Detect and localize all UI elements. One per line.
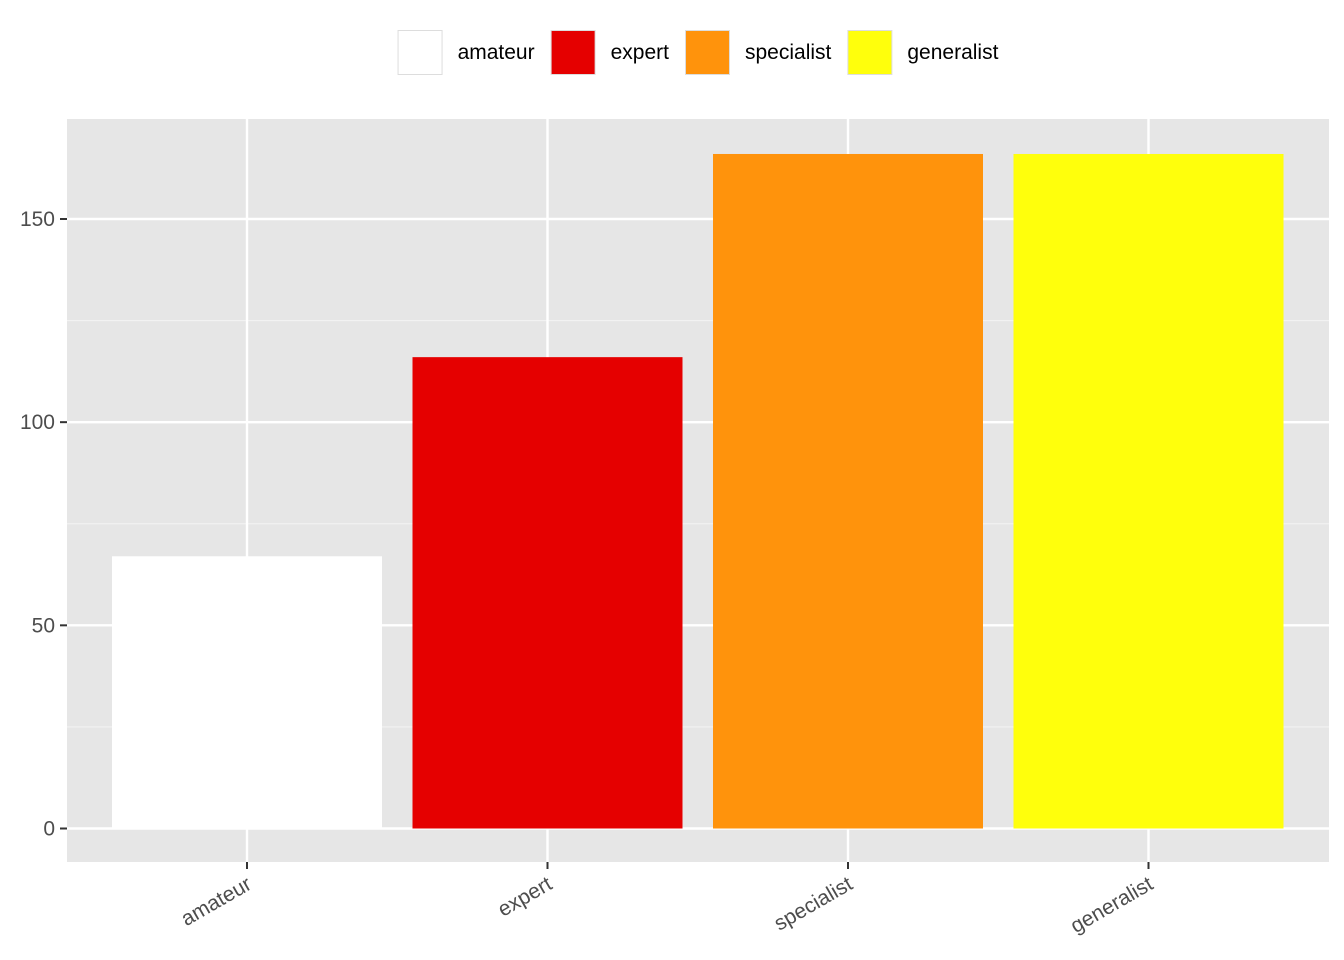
legend-key-generalist — [847, 30, 893, 75]
y-tick-label: 150 — [20, 208, 55, 231]
x-tick-label-specialist: specialist — [770, 872, 856, 935]
bar-expert — [412, 357, 683, 829]
legend-key-expert — [550, 30, 596, 75]
legend-key-amateur — [397, 30, 443, 75]
y-axis: 0 50 100 150 — [20, 208, 67, 841]
x-tick-label-generalist: generalist — [1067, 872, 1157, 938]
bar-amateur — [112, 556, 382, 829]
bar-generalist — [1013, 153, 1284, 829]
legend-label-expert: expert — [611, 41, 670, 64]
y-tick-label: 50 — [32, 614, 55, 637]
y-tick-label: 0 — [43, 818, 55, 841]
x-tick-label-expert: expert — [494, 872, 556, 921]
y-tick-label: 100 — [20, 411, 55, 434]
legend-key-specialist — [684, 30, 730, 75]
bars — [112, 153, 1284, 829]
x-axis: amateur expert specialist generalist — [177, 862, 1157, 938]
legend: amateur expert specialist generalist — [397, 30, 999, 75]
legend-label-specialist: specialist — [745, 41, 832, 64]
legend-label-amateur: amateur — [458, 41, 535, 64]
bar-specialist — [713, 153, 983, 829]
legend-label-generalist: generalist — [907, 41, 998, 64]
x-tick-label-amateur: amateur — [177, 872, 255, 930]
